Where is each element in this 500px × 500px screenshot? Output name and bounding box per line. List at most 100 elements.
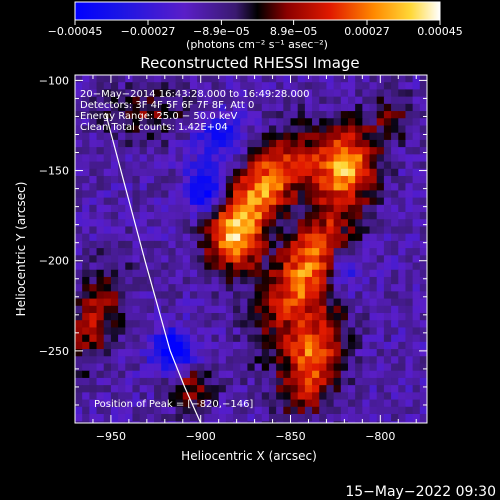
heatmap-cell	[96, 111, 105, 119]
heatmap-cell	[297, 413, 306, 422]
heatmap-cell	[362, 363, 371, 372]
heatmap-cell	[333, 255, 342, 264]
heatmap-cell	[347, 284, 356, 292]
heatmap-cell	[398, 284, 407, 292]
heatmap-cell	[261, 147, 270, 155]
heatmap-cell	[247, 276, 256, 285]
heatmap-cell	[233, 132, 241, 141]
heatmap-cell	[89, 183, 98, 191]
heatmap-cell	[398, 413, 407, 422]
heatmap-cell	[233, 291, 241, 300]
heatmap-cell	[154, 125, 162, 134]
heatmap-cell	[391, 349, 399, 357]
heatmap-cell	[304, 341, 313, 350]
heatmap-cell	[340, 89, 349, 98]
heatmap-cell	[125, 226, 134, 235]
heatmap-cell	[268, 385, 277, 393]
heatmap-cell	[233, 255, 241, 264]
heatmap-cell	[398, 341, 407, 350]
heatmap-cell	[412, 406, 421, 415]
heatmap-cell	[168, 175, 177, 184]
heatmap-cell	[211, 327, 220, 336]
heatmap-cell	[110, 82, 119, 91]
info-annotations: 20−May−2014 16:43:28.000 to 16:49:28.000…	[80, 89, 310, 410]
heatmap-cell	[204, 320, 213, 329]
heatmap-cell	[333, 212, 342, 220]
heatmap-cell	[146, 154, 155, 163]
heatmap-cell	[333, 356, 342, 365]
heatmap-cell	[283, 139, 292, 148]
heatmap-cell	[326, 161, 335, 170]
heatmap-cell	[391, 399, 399, 408]
heatmap-cell	[189, 118, 198, 127]
heatmap-cell	[182, 75, 191, 83]
heatmap-cell	[405, 305, 414, 314]
heatmap-cell	[161, 276, 169, 285]
heatmap-cell	[412, 399, 421, 408]
heatmap-cell	[355, 125, 363, 134]
heatmap-cell	[376, 341, 385, 350]
heatmap-cell	[290, 139, 299, 148]
heatmap-cell	[391, 233, 399, 242]
heatmap-cell	[132, 291, 141, 300]
heatmap-cell	[225, 269, 234, 278]
heatmap-cell	[125, 363, 134, 372]
heatmap-cell	[347, 392, 356, 401]
heatmap-cell	[161, 262, 169, 271]
heatmap-cell	[268, 154, 277, 163]
heatmap-cell	[347, 341, 356, 350]
heatmap-cell	[89, 139, 98, 148]
heatmap-cell	[419, 147, 427, 155]
heatmap-cell	[362, 406, 371, 415]
heatmap-cell	[369, 175, 378, 184]
heatmap-cell	[161, 204, 169, 213]
heatmap-cell	[412, 349, 421, 357]
heatmap-cell	[419, 392, 427, 401]
heatmap-cell	[297, 406, 306, 415]
heatmap-cell	[376, 219, 385, 228]
heatmap-cell	[362, 154, 371, 163]
heatmap-cell	[233, 139, 241, 148]
heatmap-cell	[405, 197, 414, 206]
heatmap-cell	[82, 334, 90, 343]
heatmap-cell	[103, 262, 112, 271]
heatmap-cell	[419, 190, 427, 199]
heatmap-cell	[383, 341, 392, 350]
heatmap-cell	[297, 154, 306, 163]
heatmap-cell	[283, 284, 292, 292]
heatmap-cell	[333, 305, 342, 314]
heatmap-cell	[405, 240, 414, 249]
heatmap-cell	[197, 255, 205, 264]
heatmap-cell	[419, 269, 427, 278]
heatmap-cell	[261, 89, 270, 98]
heatmap-cell	[204, 406, 213, 415]
heatmap-cell	[398, 132, 407, 141]
heatmap-cell	[376, 240, 385, 249]
heatmap-cell	[376, 248, 385, 256]
heatmap-cell	[398, 212, 407, 220]
heatmap-cell	[383, 305, 392, 314]
heatmap-cell	[118, 103, 126, 112]
heatmap-cell	[211, 233, 220, 242]
heatmap-cell	[376, 190, 385, 199]
heatmap-cell	[154, 147, 162, 155]
heatmap-cell	[182, 161, 191, 170]
heatmap-cell	[225, 356, 234, 365]
heatmap-cell	[283, 212, 292, 220]
heatmap-cell	[125, 111, 134, 119]
heatmap-cell	[218, 175, 227, 184]
heatmap-cell	[383, 132, 392, 141]
heatmap-cell	[333, 233, 342, 242]
heatmap-cell	[211, 255, 220, 264]
heatmap-cell	[405, 204, 414, 213]
heatmap-cell	[254, 132, 263, 141]
heatmap-cell	[75, 111, 83, 119]
heatmap-cell	[125, 385, 134, 393]
heatmap-cell	[139, 320, 148, 329]
heatmap-cell	[312, 284, 320, 292]
heatmap-cell	[247, 240, 256, 249]
heatmap-cell	[161, 154, 169, 163]
heatmap-cell	[391, 255, 399, 264]
heatmap-cell	[182, 269, 191, 278]
heatmap-cell	[110, 291, 119, 300]
